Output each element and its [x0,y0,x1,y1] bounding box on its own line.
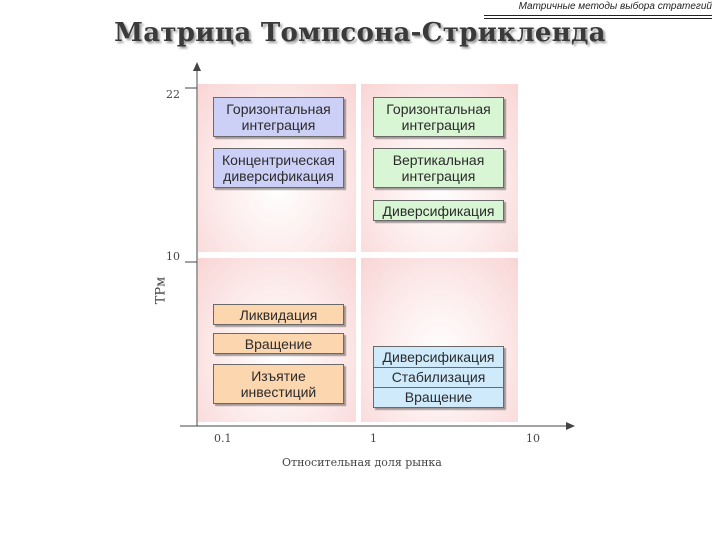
y-tick-label: 22 [166,88,180,101]
strategy-stack: Диверсификация Стабилизация Вращение [373,346,504,408]
divider [374,367,503,368]
y-axis-arrow [193,62,201,71]
strategy-box: Горизонтальная интеграция [373,97,504,137]
header-rule [484,18,712,19]
divider [374,387,503,388]
page-title: Матрица Томпсона-Стрикленда [114,18,606,48]
strategy-box: Стабилизация [391,369,486,385]
strategy-box: Горизонтальная интеграция [213,97,344,137]
strategy-box: Вертикальная интеграция [373,148,504,188]
x-axis-arrow [566,422,575,430]
strategy-box: Изъятие инвестиций [213,364,344,404]
y-tick-label: 10 [166,250,180,263]
strategy-box: Вращение [404,389,473,405]
strategy-box: Диверсификация [382,349,495,365]
x-tick-label: 1 [370,432,377,445]
strategy-box: Диверсификация [373,200,504,221]
y-axis-label: ТРм [153,276,169,305]
strategy-box: Ликвидация [213,304,344,325]
strategy-box: Вращение [213,333,344,354]
strategy-box: Концентрическая диверсификация [213,148,344,188]
x-tick-label: 10 [526,432,540,445]
header-caption: Матричные методы выбора стратегий [518,1,712,12]
x-tick-label: 0.1 [214,432,232,445]
x-axis-label: Относительная доля рынка [282,456,442,469]
header-rule [484,15,712,16]
